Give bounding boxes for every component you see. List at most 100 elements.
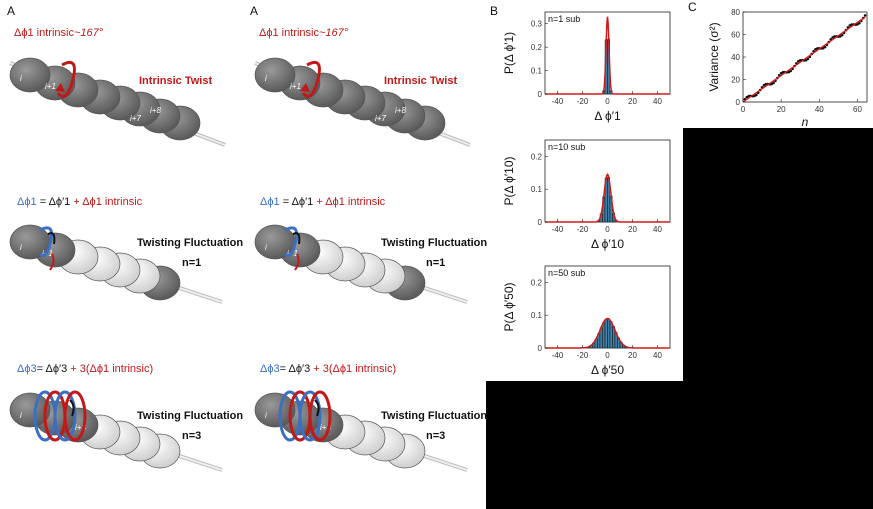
subplot-title: n=10 sub <box>548 142 585 152</box>
variance-scatter-plot: 0 20 40 60 0 20 40 60 80 n Variance (σ²) <box>707 8 868 129</box>
scatter-point <box>755 93 758 97</box>
bead-label-i1: i+1 <box>45 82 56 91</box>
bead <box>254 392 296 428</box>
x-axis-label: Δ ϕ′50 <box>591 363 624 377</box>
twist-arrow-head <box>55 83 65 92</box>
x-tick-label: 60 <box>853 105 862 114</box>
hist-bar <box>602 322 605 349</box>
filament-intrinsic-left: i i+1 i+7 i+8 <box>9 57 226 147</box>
x-tick-label: -20 <box>577 97 589 106</box>
bead-label-i7: i+7 <box>375 114 386 123</box>
histogram-n50: -40 -20 0 20 40 0 0.1 0.2 n=50 sub Δ ϕ′50 P(Δ ϕ′50… <box>502 265 671 377</box>
scatter-point <box>858 21 861 25</box>
fit-curve <box>545 16 670 95</box>
x-tick-label: 40 <box>653 225 662 234</box>
y-tick-label: 0 <box>538 90 543 99</box>
y-tick-label: 0.1 <box>531 185 543 194</box>
twist-loop <box>63 390 87 442</box>
scatter-point <box>753 94 756 98</box>
label-n1-right: n=1 <box>426 257 446 269</box>
x-tick-label: 0 <box>741 105 746 114</box>
histogram-n10: -40 -20 0 20 40 0 0.1 0.2 n=10 sub Δ ϕ′10 P(Δ ϕ′10… <box>502 139 671 251</box>
label-twisting-n3-left: Twisting Fluctuation <box>137 410 244 422</box>
formula-intrinsic-left: Δϕ1 intrinsic~167° <box>14 27 104 39</box>
x-tick-label: -40 <box>552 225 564 234</box>
bead-label-i: i <box>265 411 267 420</box>
twist-arrow-red <box>56 60 76 98</box>
scatter-point <box>764 82 768 86</box>
bead-label-i7: i+7 <box>130 114 141 123</box>
scatter-point <box>840 33 844 37</box>
x-axis-label: Δ ϕ′10 <box>591 237 624 251</box>
bead-label-i1: i+1 <box>290 82 301 91</box>
scatter-point <box>747 94 751 98</box>
x-tick-label: -20 <box>577 351 589 360</box>
label-n3-right: n=3 <box>426 430 446 442</box>
y-tick-label: 0 <box>538 344 543 353</box>
label-twisting-n3-right: Twisting Fluctuation <box>381 410 488 422</box>
x-axis-label: Δ ϕ′1 <box>594 109 621 123</box>
bead-label-i: i <box>20 243 22 252</box>
filament-n3-left: i i+3 <box>9 390 223 472</box>
y-tick-label: 60 <box>731 31 740 40</box>
scatter-point <box>838 35 842 38</box>
y-tick-label: 0 <box>736 98 741 107</box>
y-tick-label: 40 <box>731 53 740 62</box>
x-tick-label: 20 <box>628 225 637 234</box>
twist-arrow-red <box>294 253 300 271</box>
filament-n1-right: ii+1 <box>254 224 468 304</box>
fit-curve <box>545 317 670 349</box>
twist-arrow-red <box>301 60 321 98</box>
y-axis-label: P(Δ ϕ′1) <box>502 32 516 74</box>
y-tick-label: 0.2 <box>531 152 543 161</box>
y-tick-label: 80 <box>731 8 740 17</box>
y-tick-label: 0.2 <box>531 43 543 52</box>
bead-label-i: i <box>20 74 22 83</box>
y-axis-label: Variance (σ²) <box>707 22 721 91</box>
histogram-n1: -40 -20 0 20 40 0 0.1 0.2 0.3 n=1 sub Δ ϕ′1 P(Δ ϕ′1… <box>502 11 671 123</box>
x-tick-label: 40 <box>653 97 662 106</box>
y-tick-label: 0.2 <box>531 278 543 287</box>
filament-n1-left: ii+1 <box>9 224 223 304</box>
bead-label-i3: i+3 <box>320 423 331 432</box>
y-tick-label: 0.1 <box>531 311 543 320</box>
twist-arrow-black <box>69 399 75 417</box>
twist-loop <box>308 390 332 442</box>
x-tick-label: -40 <box>552 97 564 106</box>
formula-n3-left: Δϕ3= Δϕ′3 + 3(Δϕ1 intrinsic) <box>17 363 154 375</box>
bead-label-i8: i+8 <box>150 106 161 115</box>
black-region-right <box>683 128 873 509</box>
panel-letter-a-left: A <box>7 4 16 18</box>
x-tick-label: 20 <box>777 105 786 114</box>
bead <box>9 57 51 93</box>
y-axis-label: P(Δ ϕ′50) <box>502 282 516 331</box>
hist-bar <box>607 318 610 349</box>
filament-intrinsic-right: i i+1 i+7 i+8 <box>254 57 471 147</box>
y-tick-label: 20 <box>731 76 740 85</box>
twist-arrow-blue <box>283 226 299 258</box>
twist-arrow-head <box>300 83 310 92</box>
scatter-point <box>762 83 766 87</box>
x-tick-label: 0 <box>605 351 610 360</box>
fit-line <box>742 16 866 103</box>
scatter-point <box>745 95 749 99</box>
x-tick-label: 40 <box>815 105 824 114</box>
hist-bar <box>609 321 613 349</box>
label-intrinsic-twist-right: Intrinsic Twist <box>384 75 458 87</box>
x-tick-label: -20 <box>577 225 589 234</box>
bead-label-i: i <box>20 411 22 420</box>
scatter-point <box>863 14 867 17</box>
fit-curve <box>545 173 670 223</box>
bead <box>9 392 51 428</box>
label-n1-left: n=1 <box>182 257 202 269</box>
twist-arrow-red <box>49 253 55 271</box>
label-intrinsic-twist-left: Intrinsic Twist <box>139 75 213 87</box>
scatter-point <box>772 81 775 85</box>
scatter-point <box>787 70 791 74</box>
panel-letter-a-right: A <box>250 4 259 18</box>
bead-label-i: i <box>265 243 267 252</box>
twist-arrow-black <box>292 232 301 245</box>
y-axis-label: P(Δ ϕ′10) <box>502 156 516 205</box>
y-tick-label: 0.1 <box>531 67 543 76</box>
twist-arrow-black <box>47 232 56 245</box>
